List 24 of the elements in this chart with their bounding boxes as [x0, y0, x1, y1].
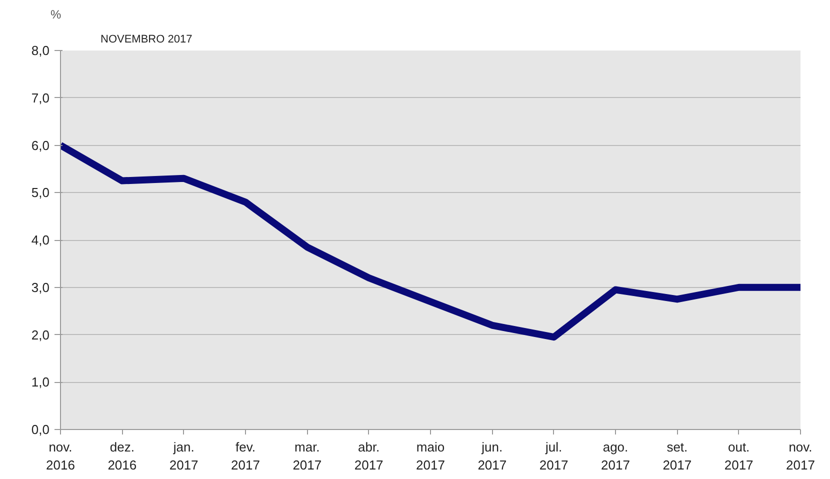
- x-tick-label: abr. 2017: [354, 440, 384, 472]
- y-tick-label: 0,0: [31, 422, 50, 437]
- x-tick-label: nov. 2017: [786, 440, 815, 472]
- y-tick-label: 2,0: [31, 327, 50, 342]
- x-tick-label: jun. 2017: [478, 440, 507, 472]
- y-axis-title: %: [50, 8, 62, 22]
- x-tick-label: jan. 2017: [169, 440, 198, 472]
- y-tick-label: 8,0: [31, 43, 50, 58]
- y-tick-label: 6,0: [31, 138, 50, 153]
- y-tick-label: 5,0: [31, 185, 50, 200]
- x-tick-label: out. 2017: [724, 440, 754, 472]
- x-tick-label: fev. 2017: [231, 440, 260, 472]
- x-tick-label: dez. 2016: [108, 440, 137, 472]
- x-tick-label: maio 2017: [416, 440, 445, 472]
- y-tick-label: 4,0: [31, 232, 50, 248]
- x-tick-label: mar. 2017: [292, 440, 322, 472]
- x-tick-label: nov. 2016: [46, 440, 75, 472]
- y-tick-label: 1,0: [31, 374, 50, 390]
- y-tick-label: 3,0: [31, 280, 50, 295]
- x-tick-label: jul. 2017: [539, 440, 568, 472]
- x-tick-label: set. 2017: [662, 440, 692, 472]
- chart-title: NOVEMBRO 2017: [100, 34, 192, 46]
- x-tick-label: ago. 2017: [601, 440, 630, 472]
- y-tick-label: 7,0: [31, 90, 50, 106]
